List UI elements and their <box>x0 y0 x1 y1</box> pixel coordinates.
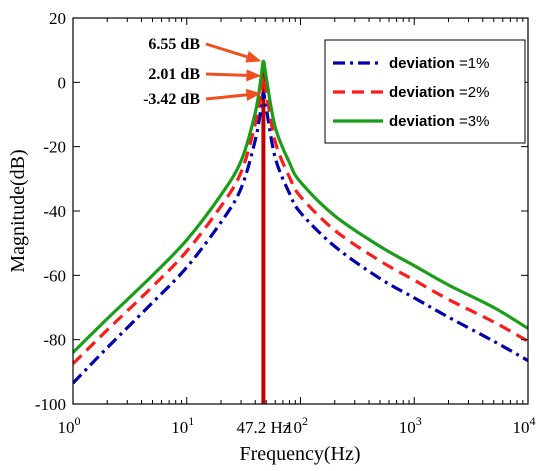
peak-annotation-arrow <box>205 93 247 101</box>
peak-annotation-arrow <box>205 72 247 77</box>
y-tick-label: -40 <box>43 202 66 221</box>
peak-annotation-arrowhead <box>245 51 262 63</box>
x-tick-label: 103 <box>399 414 422 437</box>
peak-annotations: 6.55 dB 2.01 dB -3.42 dB <box>143 36 262 108</box>
axes: 100 101 102 103 104 20 0 -20 -40 -60 -80 -100 47.2 H… <box>35 9 536 437</box>
y-tick-label: -60 <box>43 266 66 285</box>
y-tick-label: -100 <box>35 395 66 414</box>
plot-area <box>73 59 528 404</box>
series-line-3 <box>73 59 528 354</box>
legend-label-2: deviation =2% <box>389 84 489 101</box>
resonance-frequency-label: 47.2 Hz <box>236 418 290 437</box>
peak-annotation-arrowhead <box>245 88 262 101</box>
peak-annotation-arrowhead <box>246 69 262 82</box>
y-axis-label: Magnitude(dB) <box>7 149 29 272</box>
y-tick-label: 20 <box>49 9 66 28</box>
x-tick-label: 101 <box>171 414 194 437</box>
y-tick-label: -20 <box>43 138 66 157</box>
legend-label-1: deviation =1% <box>389 55 489 72</box>
peak-annotation-label: 6.55 dB <box>148 36 200 53</box>
x-tick-label: 100 <box>58 414 81 437</box>
x-tick-label: 104 <box>513 414 536 437</box>
legend: deviation =1% deviation =2% deviation =3% <box>324 39 526 144</box>
y-tick-label: -80 <box>43 331 66 350</box>
series-line-2 <box>73 74 528 365</box>
series-line-1 <box>73 91 528 385</box>
x-axis-label: Frequency(Hz) <box>239 443 360 465</box>
legend-label-3: deviation =3% <box>389 113 489 130</box>
y-tick-label: 0 <box>58 73 67 92</box>
peak-annotation-label: -3.42 dB <box>143 91 200 108</box>
x-tick-label: 102 <box>285 414 308 437</box>
peak-annotation-label: 2.01 dB <box>148 66 200 83</box>
peak-annotation-arrow <box>205 42 248 59</box>
